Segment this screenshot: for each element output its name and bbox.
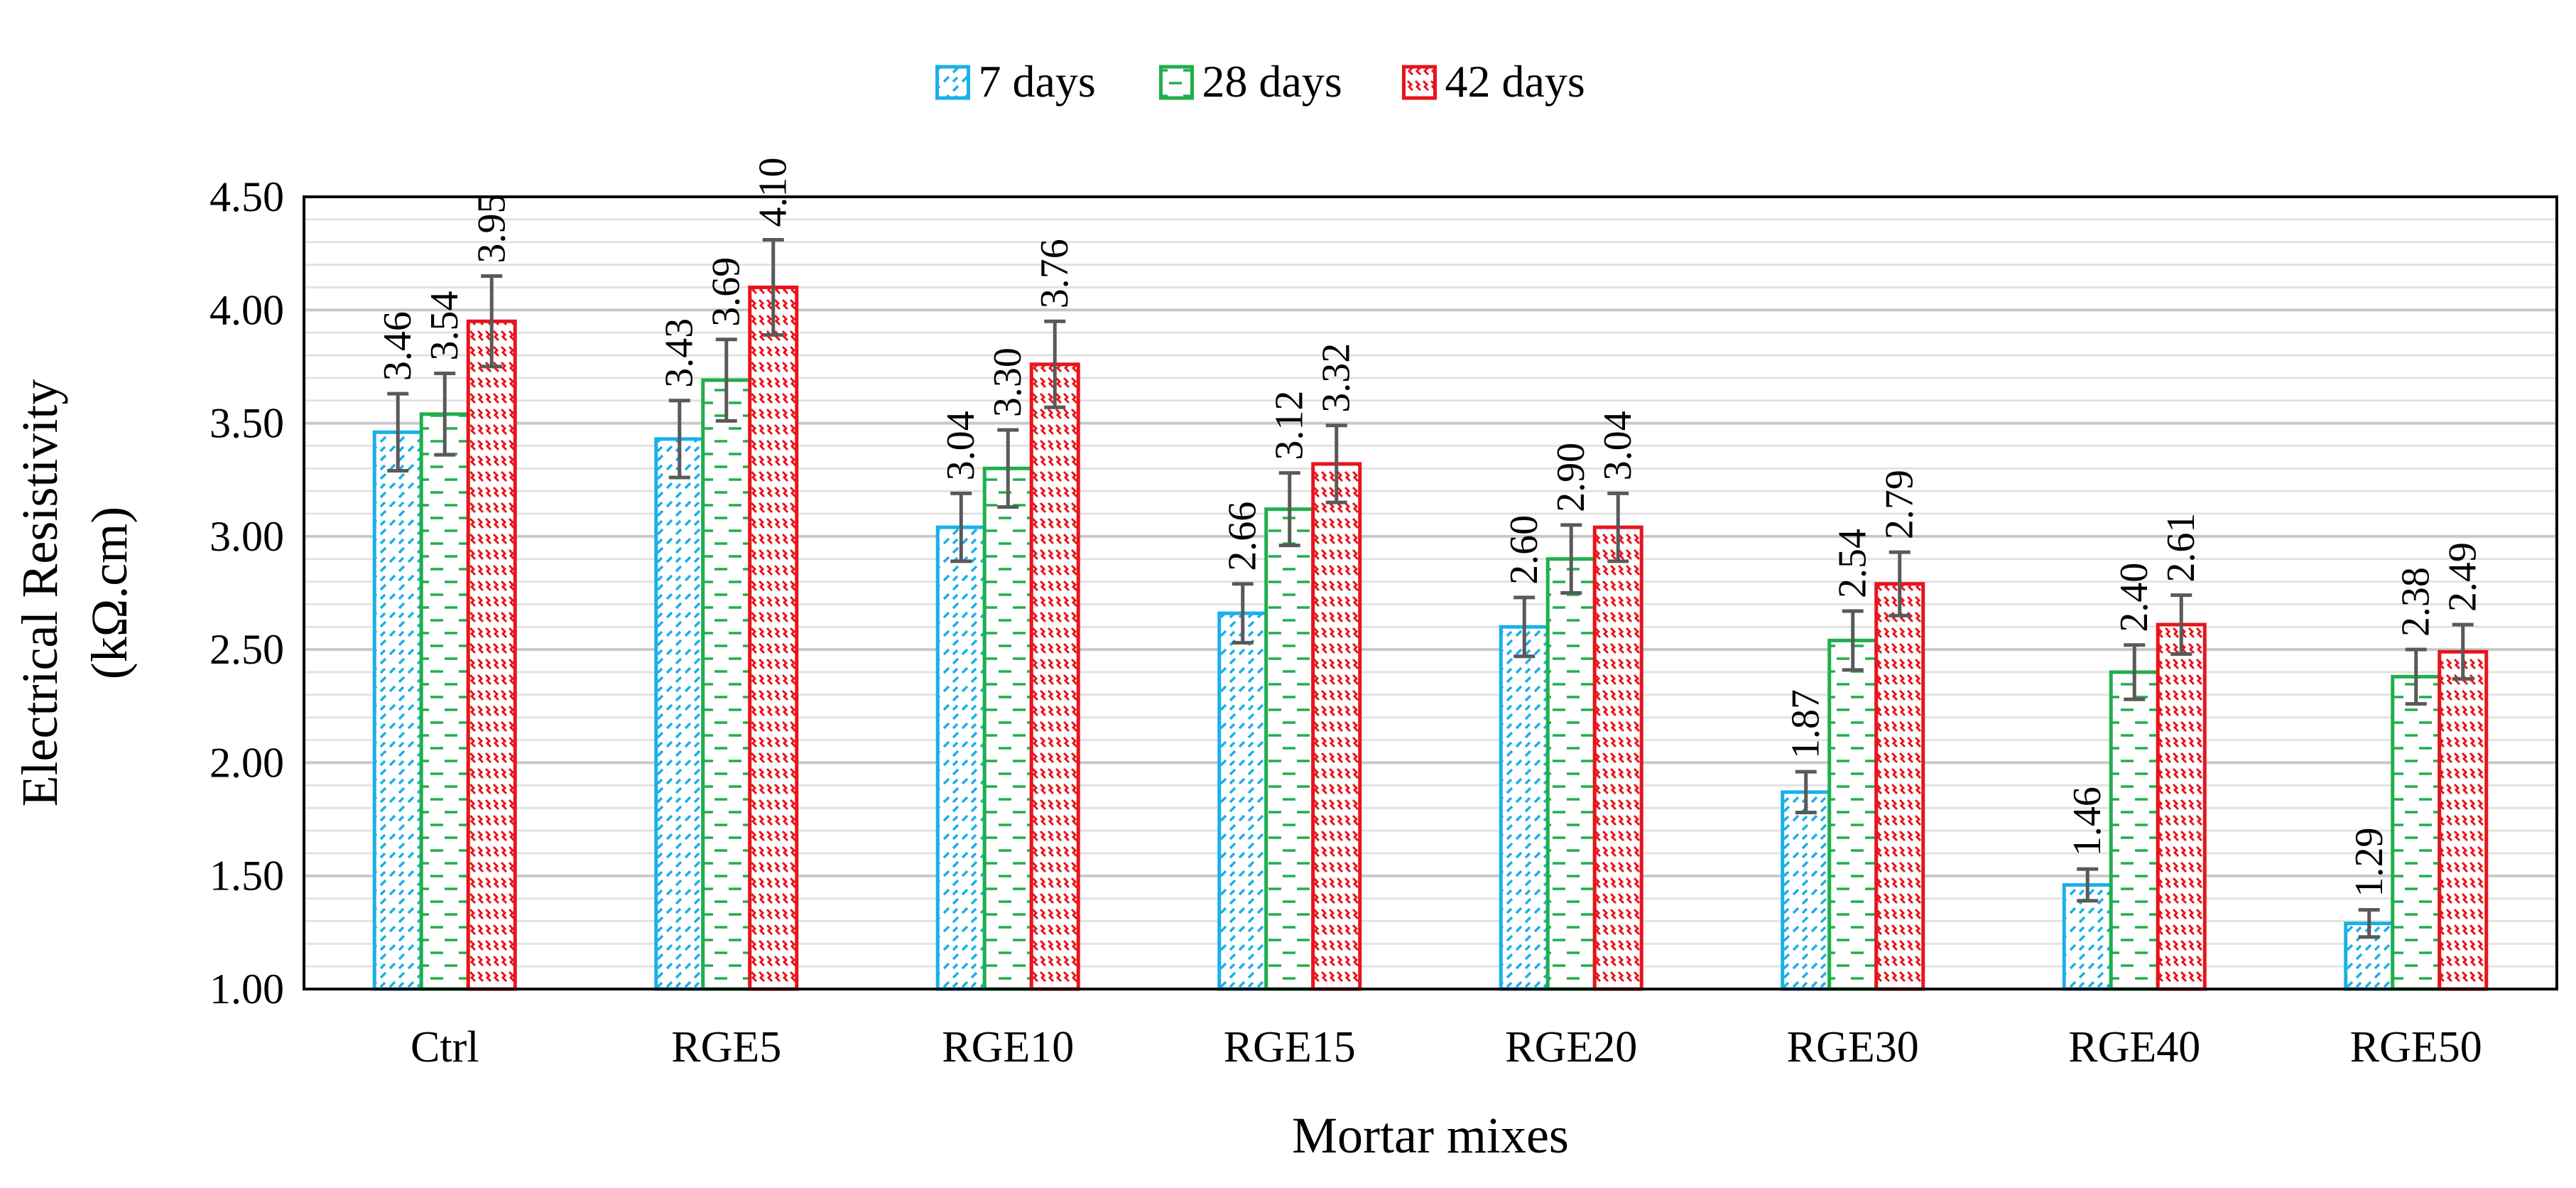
value-label-rge10-28-days: 3.30 [986, 347, 1030, 417]
legend-label-28-days: 28 days [1202, 56, 1342, 107]
y-axis-title-line1: Electrical Resistivity [11, 379, 68, 807]
x-tick-label-ctrl: Ctrl [411, 1023, 479, 1071]
x-tick-label-rge40: RGE40 [2068, 1023, 2200, 1071]
value-label-ctrl-7-days: 3.46 [376, 311, 420, 381]
value-label-rge40-7-days: 1.46 [2065, 787, 2109, 856]
x-tick-label-rge50: RGE50 [2350, 1023, 2482, 1071]
bar-ctrl-42-days [466, 319, 517, 991]
y-tick-label: 1.00 [210, 966, 284, 1012]
x-tick-label-rge10: RGE10 [942, 1023, 1074, 1071]
plot-border [303, 195, 2558, 990]
bar-ctrl-7-days [372, 430, 423, 991]
bars [372, 285, 2489, 991]
y-axis-title-line2: (kΩ.cm) [81, 507, 138, 679]
value-label-rge50-28-days: 2.38 [2394, 567, 2438, 637]
value-label-rge15-7-days: 2.66 [1221, 502, 1265, 571]
y-tick-label: 3.50 [210, 400, 284, 447]
legend: 7 days 28 days 42 days [935, 56, 1585, 107]
y-tick-label: 4.50 [210, 173, 284, 220]
value-label-rge15-42-days: 3.32 [1315, 343, 1359, 413]
bar-rge30-28-days [1827, 638, 1879, 991]
value-label-rge20-42-days: 3.04 [1596, 411, 1640, 480]
y-tick-label: 2.00 [210, 739, 284, 786]
value-label-rge10-7-days: 3.04 [939, 411, 983, 480]
y-tick-label: 4.00 [210, 286, 284, 333]
legend-entry-28-days: 28 days [1159, 56, 1342, 107]
legend-label-42-days: 42 days [1445, 56, 1585, 107]
x-tick-label-rge15: RGE15 [1224, 1023, 1356, 1071]
bar-rge40-28-days [2109, 670, 2160, 991]
value-label-rge30-28-days: 2.54 [1831, 529, 1875, 598]
x-tick-label-rge30: RGE30 [1787, 1023, 1919, 1071]
bar-rge5-42-days [748, 285, 799, 991]
x-axis-title: Mortar mixes [1292, 1107, 1569, 1164]
bar-rge30-7-days [1781, 790, 1832, 991]
grid-lines [304, 218, 2557, 968]
bar-rge15-28-days [1264, 507, 1315, 991]
bar-rge5-28-days [701, 378, 752, 991]
bar-rge20-28-days [1545, 557, 1597, 991]
y-tick-label: 2.50 [210, 626, 284, 673]
bar-rge10-28-days [982, 466, 1033, 991]
value-label-ctrl-42-days: 3.95 [469, 194, 513, 264]
x-tick-label-rge20: RGE20 [1505, 1023, 1637, 1071]
bar-rge20-42-days [1592, 525, 1643, 991]
y-tick-label: 1.50 [210, 853, 284, 900]
value-labels: 3.46 3.543.953.433.694.103.043.303.762.66… [376, 158, 2485, 897]
value-label-rge5-28-days: 3.69 [705, 257, 749, 327]
value-label-rge5-7-days: 3.43 [658, 318, 702, 388]
value-label-rge50-42-days: 2.49 [2441, 542, 2485, 612]
value-label-rge5-42-days: 4.10 [751, 158, 795, 227]
value-label-rge40-42-days: 2.61 [2159, 513, 2203, 583]
value-label-rge40-28-days: 2.40 [2112, 563, 2156, 632]
value-label-rge20-28-days: 2.90 [1549, 443, 1593, 512]
legend-swatch-28-days [1159, 65, 1194, 100]
value-label-rge30-42-days: 2.79 [1878, 470, 1922, 539]
value-label-rge20-7-days: 2.60 [1502, 515, 1546, 585]
bar-rge50-42-days [2438, 649, 2489, 991]
legend-label-7-days: 7 days [979, 56, 1096, 107]
bar-rge20-7-days [1499, 625, 1550, 991]
axes: 1.00 1.50 2.00 2.50 3.00 3.50 4.00 4.50 Ctrl RGE5… [11, 173, 2482, 1164]
legend-swatch-42-days [1402, 65, 1437, 100]
value-label-rge15-28-days: 3.12 [1268, 391, 1312, 460]
bar-rge10-42-days [1029, 362, 1080, 991]
error-bars [387, 238, 2474, 939]
value-label-ctrl-28-days: 3.54 [423, 291, 467, 360]
bar-rge5-7-days [654, 437, 705, 991]
plot-frame [303, 195, 2558, 990]
legend-swatch-7-days [935, 65, 970, 100]
x-tick-label-rge5: RGE5 [671, 1023, 781, 1071]
value-label-rge10-42-days: 3.76 [1033, 239, 1077, 308]
bar-rge40-42-days [2156, 622, 2207, 991]
bar-rge15-7-days [1217, 611, 1268, 991]
value-label-rge50-7-days: 1.29 [2347, 828, 2391, 897]
bar-rge30-42-days [1874, 582, 1925, 991]
bar-rge50-28-days [2391, 674, 2442, 991]
y-tick-label: 3.00 [210, 513, 284, 560]
bar-ctrl-28-days [419, 412, 470, 991]
legend-entry-7-days: 7 days [935, 56, 1096, 107]
value-label-rge30-7-days: 1.87 [1784, 689, 1828, 759]
bar-rge15-42-days [1311, 462, 1362, 991]
legend-entry-42-days: 42 days [1402, 56, 1585, 107]
bar-rge10-7-days [935, 525, 987, 991]
